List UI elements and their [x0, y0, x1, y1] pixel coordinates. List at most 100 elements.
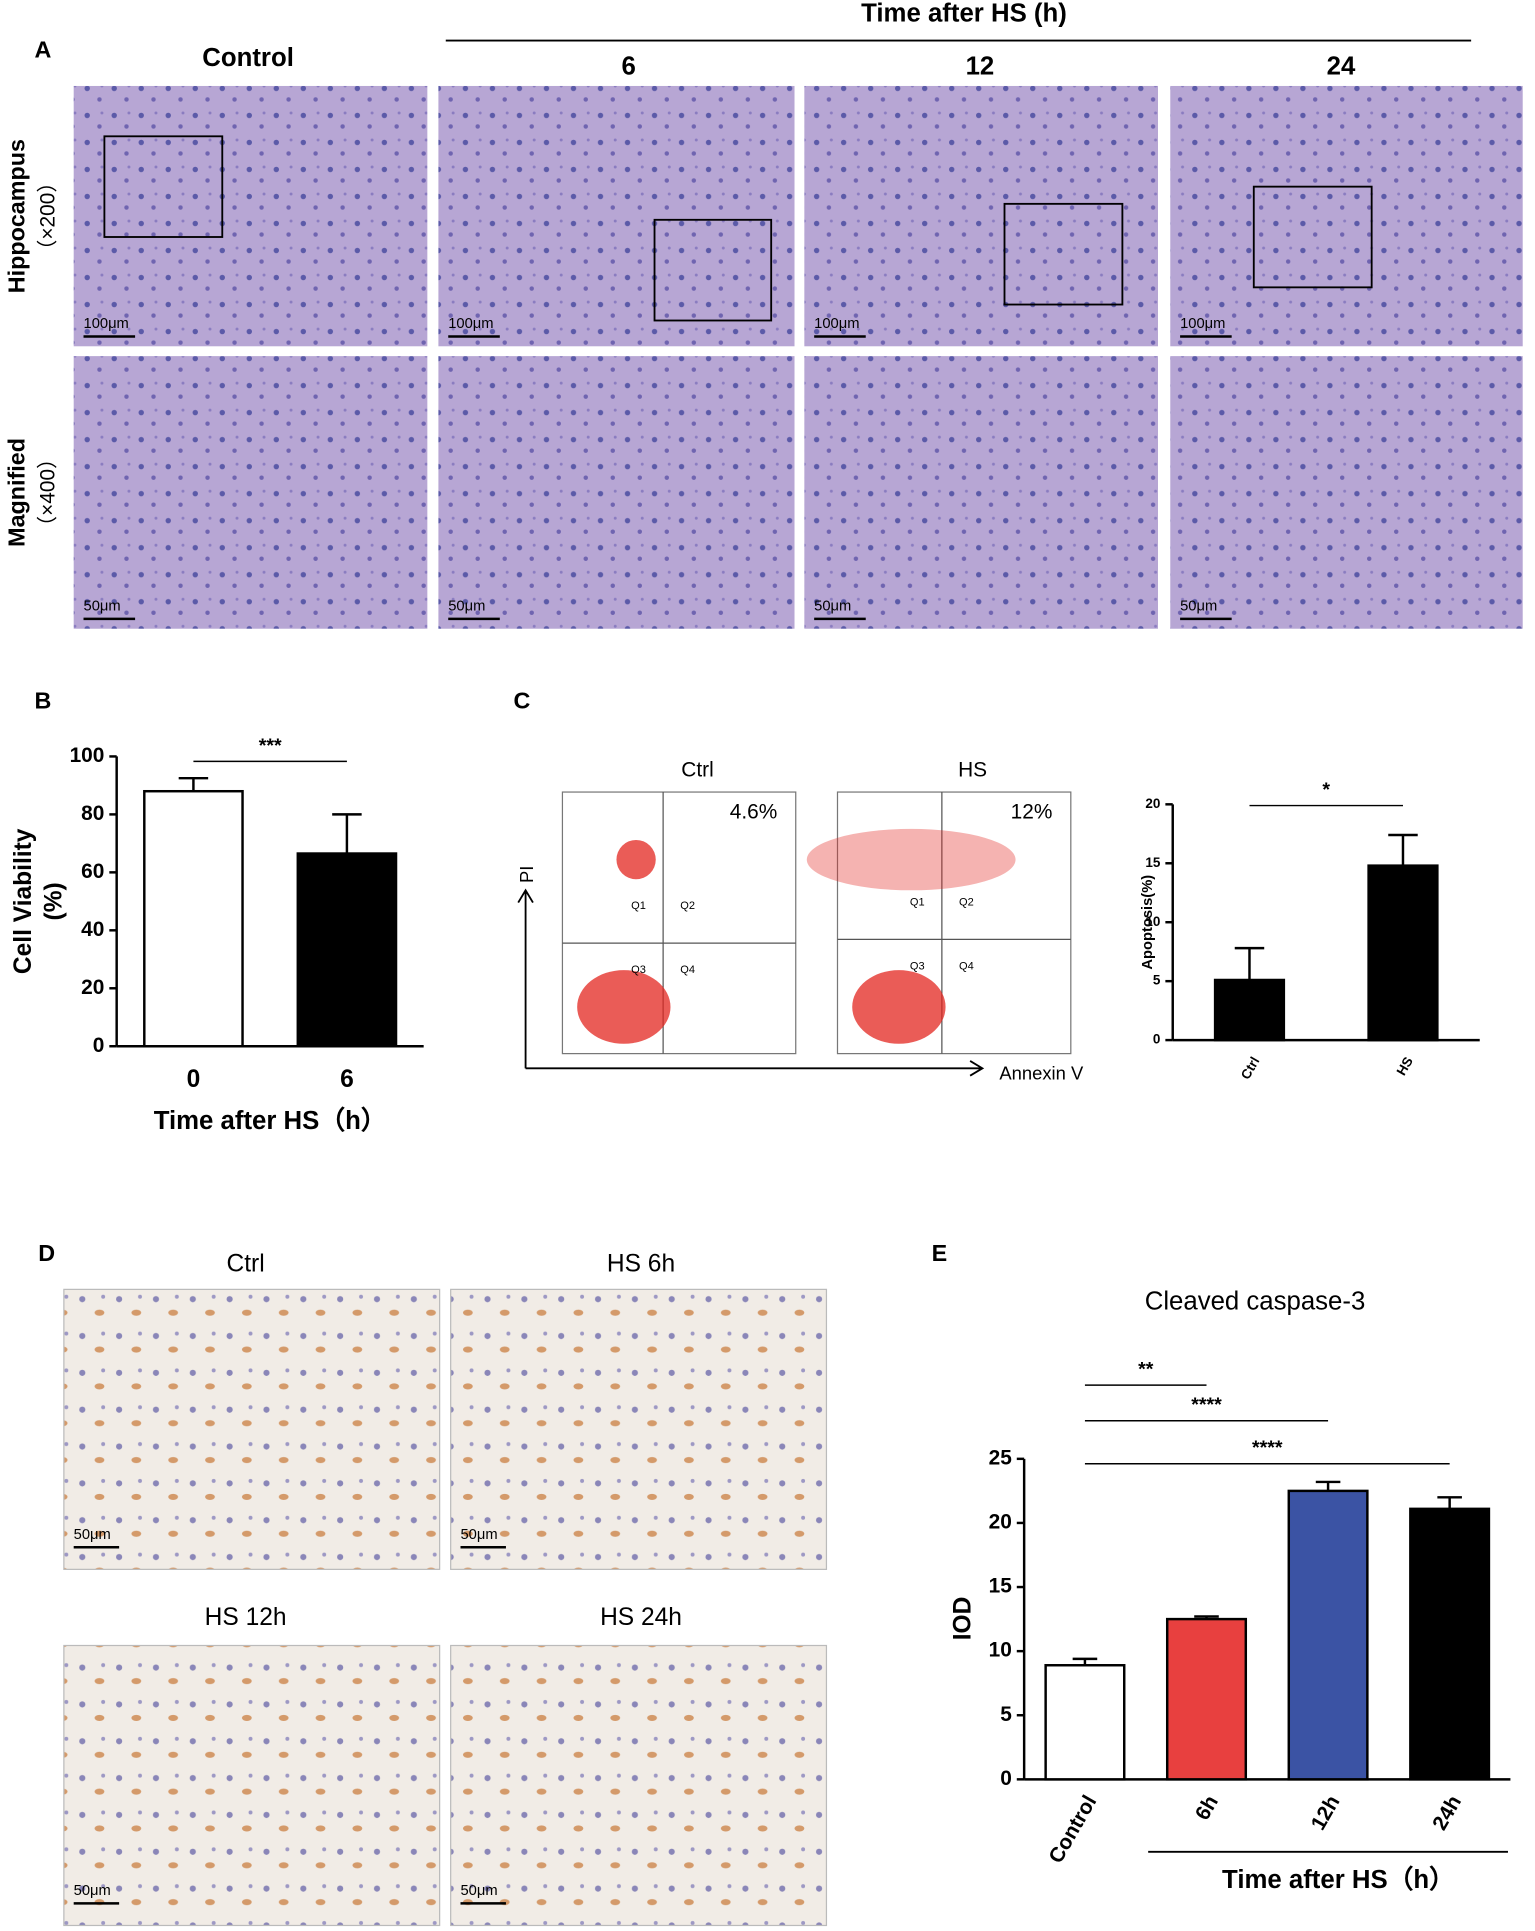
- y-tick-label: 100: [70, 744, 105, 767]
- error-bar: [332, 813, 362, 854]
- scale-bar-label: 100μm: [84, 316, 129, 332]
- chart-title: Cleaved caspase-3: [1145, 1288, 1366, 1316]
- cell-cluster: [852, 970, 946, 1044]
- image-title: HS 12h: [205, 1604, 287, 1631]
- scale-bar-label: 100μm: [1180, 316, 1225, 332]
- y-axis-label: Cell Viability: [10, 828, 37, 974]
- y-tick-label: 0: [1153, 1032, 1161, 1047]
- significance-label: ****: [1191, 1394, 1222, 1416]
- quadrant-label: Q2: [680, 900, 695, 912]
- inset-box: [103, 135, 224, 238]
- scale-bar-label: 100μm: [448, 316, 493, 332]
- bar: [1213, 978, 1286, 1042]
- column-header: 6: [622, 52, 636, 80]
- axis-arrow: [525, 1060, 985, 1077]
- y-tick-label: 5: [1153, 973, 1161, 988]
- flow-title: Ctrl: [681, 759, 713, 782]
- flow-percent: 4.6%: [730, 800, 778, 823]
- scale-bar-label: 50μm: [448, 599, 485, 615]
- quadrant-label: Q1: [631, 900, 646, 912]
- x-tick-label: 6: [340, 1066, 354, 1093]
- x-tick-label: Ctrl: [1238, 1054, 1263, 1082]
- scale-bar-label: 50μm: [461, 1883, 498, 1899]
- bar: [1287, 1489, 1369, 1781]
- y-tick-label: 20: [81, 976, 104, 999]
- panel-letter: E: [932, 1240, 948, 1266]
- y-tick-label: 25: [989, 1446, 1013, 1469]
- inset-box: [1003, 202, 1124, 306]
- error-bar: [178, 776, 209, 792]
- cell-cluster: [806, 828, 1016, 891]
- error-bar: [1072, 1657, 1098, 1666]
- group-label: Time after HS (h): [861, 0, 1067, 28]
- cell-cluster: [616, 839, 656, 880]
- y-tick-label: 60: [81, 860, 104, 883]
- bar: [1367, 864, 1439, 1042]
- panel-letter: D: [38, 1240, 55, 1266]
- micrograph: [1170, 356, 1523, 629]
- y-tick-label: 10: [989, 1639, 1012, 1662]
- panel-letter: A: [35, 37, 52, 63]
- row-label: Magnified: [4, 438, 30, 547]
- x-tick-label: 24h: [1428, 1792, 1466, 1835]
- error-bar: [1315, 1480, 1341, 1491]
- row-magnification: （×200）: [37, 172, 60, 261]
- cell-cluster: [577, 970, 671, 1044]
- quadrant-label: Q3: [910, 960, 925, 972]
- x-tick-label: HS: [1394, 1054, 1416, 1078]
- quadrant-label: Q3: [631, 964, 646, 976]
- error-bar: [1234, 946, 1265, 980]
- y-tick-label: 20: [1145, 796, 1160, 811]
- scale-bar-label: 50μm: [84, 599, 121, 615]
- image-title: Ctrl: [227, 1250, 265, 1277]
- micrograph: [438, 356, 795, 629]
- panel-letter: C: [513, 688, 530, 714]
- scale-bar-label: 50μm: [1180, 599, 1217, 615]
- x-tick-label: 12h: [1307, 1792, 1345, 1835]
- y-axis-label: (%): [41, 882, 68, 920]
- axis-arrow: [517, 888, 534, 1069]
- inset-box: [653, 218, 773, 322]
- bar: [1044, 1664, 1126, 1781]
- image-title: HS 6h: [607, 1250, 675, 1277]
- bar: [1409, 1507, 1491, 1781]
- quadrant-label: Q4: [680, 964, 695, 976]
- inset-box: [1252, 185, 1373, 289]
- y-tick-label: 15: [1145, 855, 1161, 870]
- ihc-image: [63, 1644, 441, 1927]
- micrograph: [73, 356, 428, 629]
- y-axis-label: Apoptosis(%): [1140, 875, 1156, 970]
- scale-bar-label: 100μm: [814, 316, 859, 332]
- significance-label: ****: [1252, 1437, 1283, 1459]
- y-axis-label: IOD: [949, 1597, 976, 1641]
- ihc-image: [450, 1288, 828, 1570]
- ihc-image: [450, 1644, 828, 1927]
- quadrant-label: Q2: [959, 896, 974, 908]
- ihc-image: [63, 1288, 441, 1570]
- micrograph: [438, 85, 795, 347]
- panel-letter: B: [35, 688, 52, 714]
- column-header: 24: [1327, 52, 1356, 80]
- error-bar: [1437, 1496, 1462, 1509]
- flow-title: HS: [958, 759, 987, 782]
- micrograph: [804, 356, 1158, 629]
- y-tick-label: 10: [1145, 914, 1160, 929]
- scale-bar-label: 50μm: [814, 599, 851, 615]
- significance-label: **: [1138, 1359, 1154, 1381]
- column-header: Control: [202, 44, 294, 72]
- significance-label: ***: [259, 735, 282, 757]
- y-tick-label: 0: [93, 1034, 105, 1057]
- scale-bar-label: 50μm: [74, 1527, 111, 1543]
- y-tick-label: 80: [81, 802, 104, 825]
- micrograph: [73, 85, 428, 347]
- x-axis-label: Time after HS（h）: [154, 1106, 387, 1135]
- column-header: 12: [966, 52, 995, 80]
- error-bar: [1388, 833, 1418, 866]
- y-tick-label: 20: [989, 1510, 1012, 1533]
- y-tick-label: 15: [989, 1575, 1013, 1598]
- flow-percent: 12%: [1011, 800, 1053, 823]
- y-tick-label: 5: [1000, 1703, 1012, 1726]
- bar: [1165, 1617, 1248, 1781]
